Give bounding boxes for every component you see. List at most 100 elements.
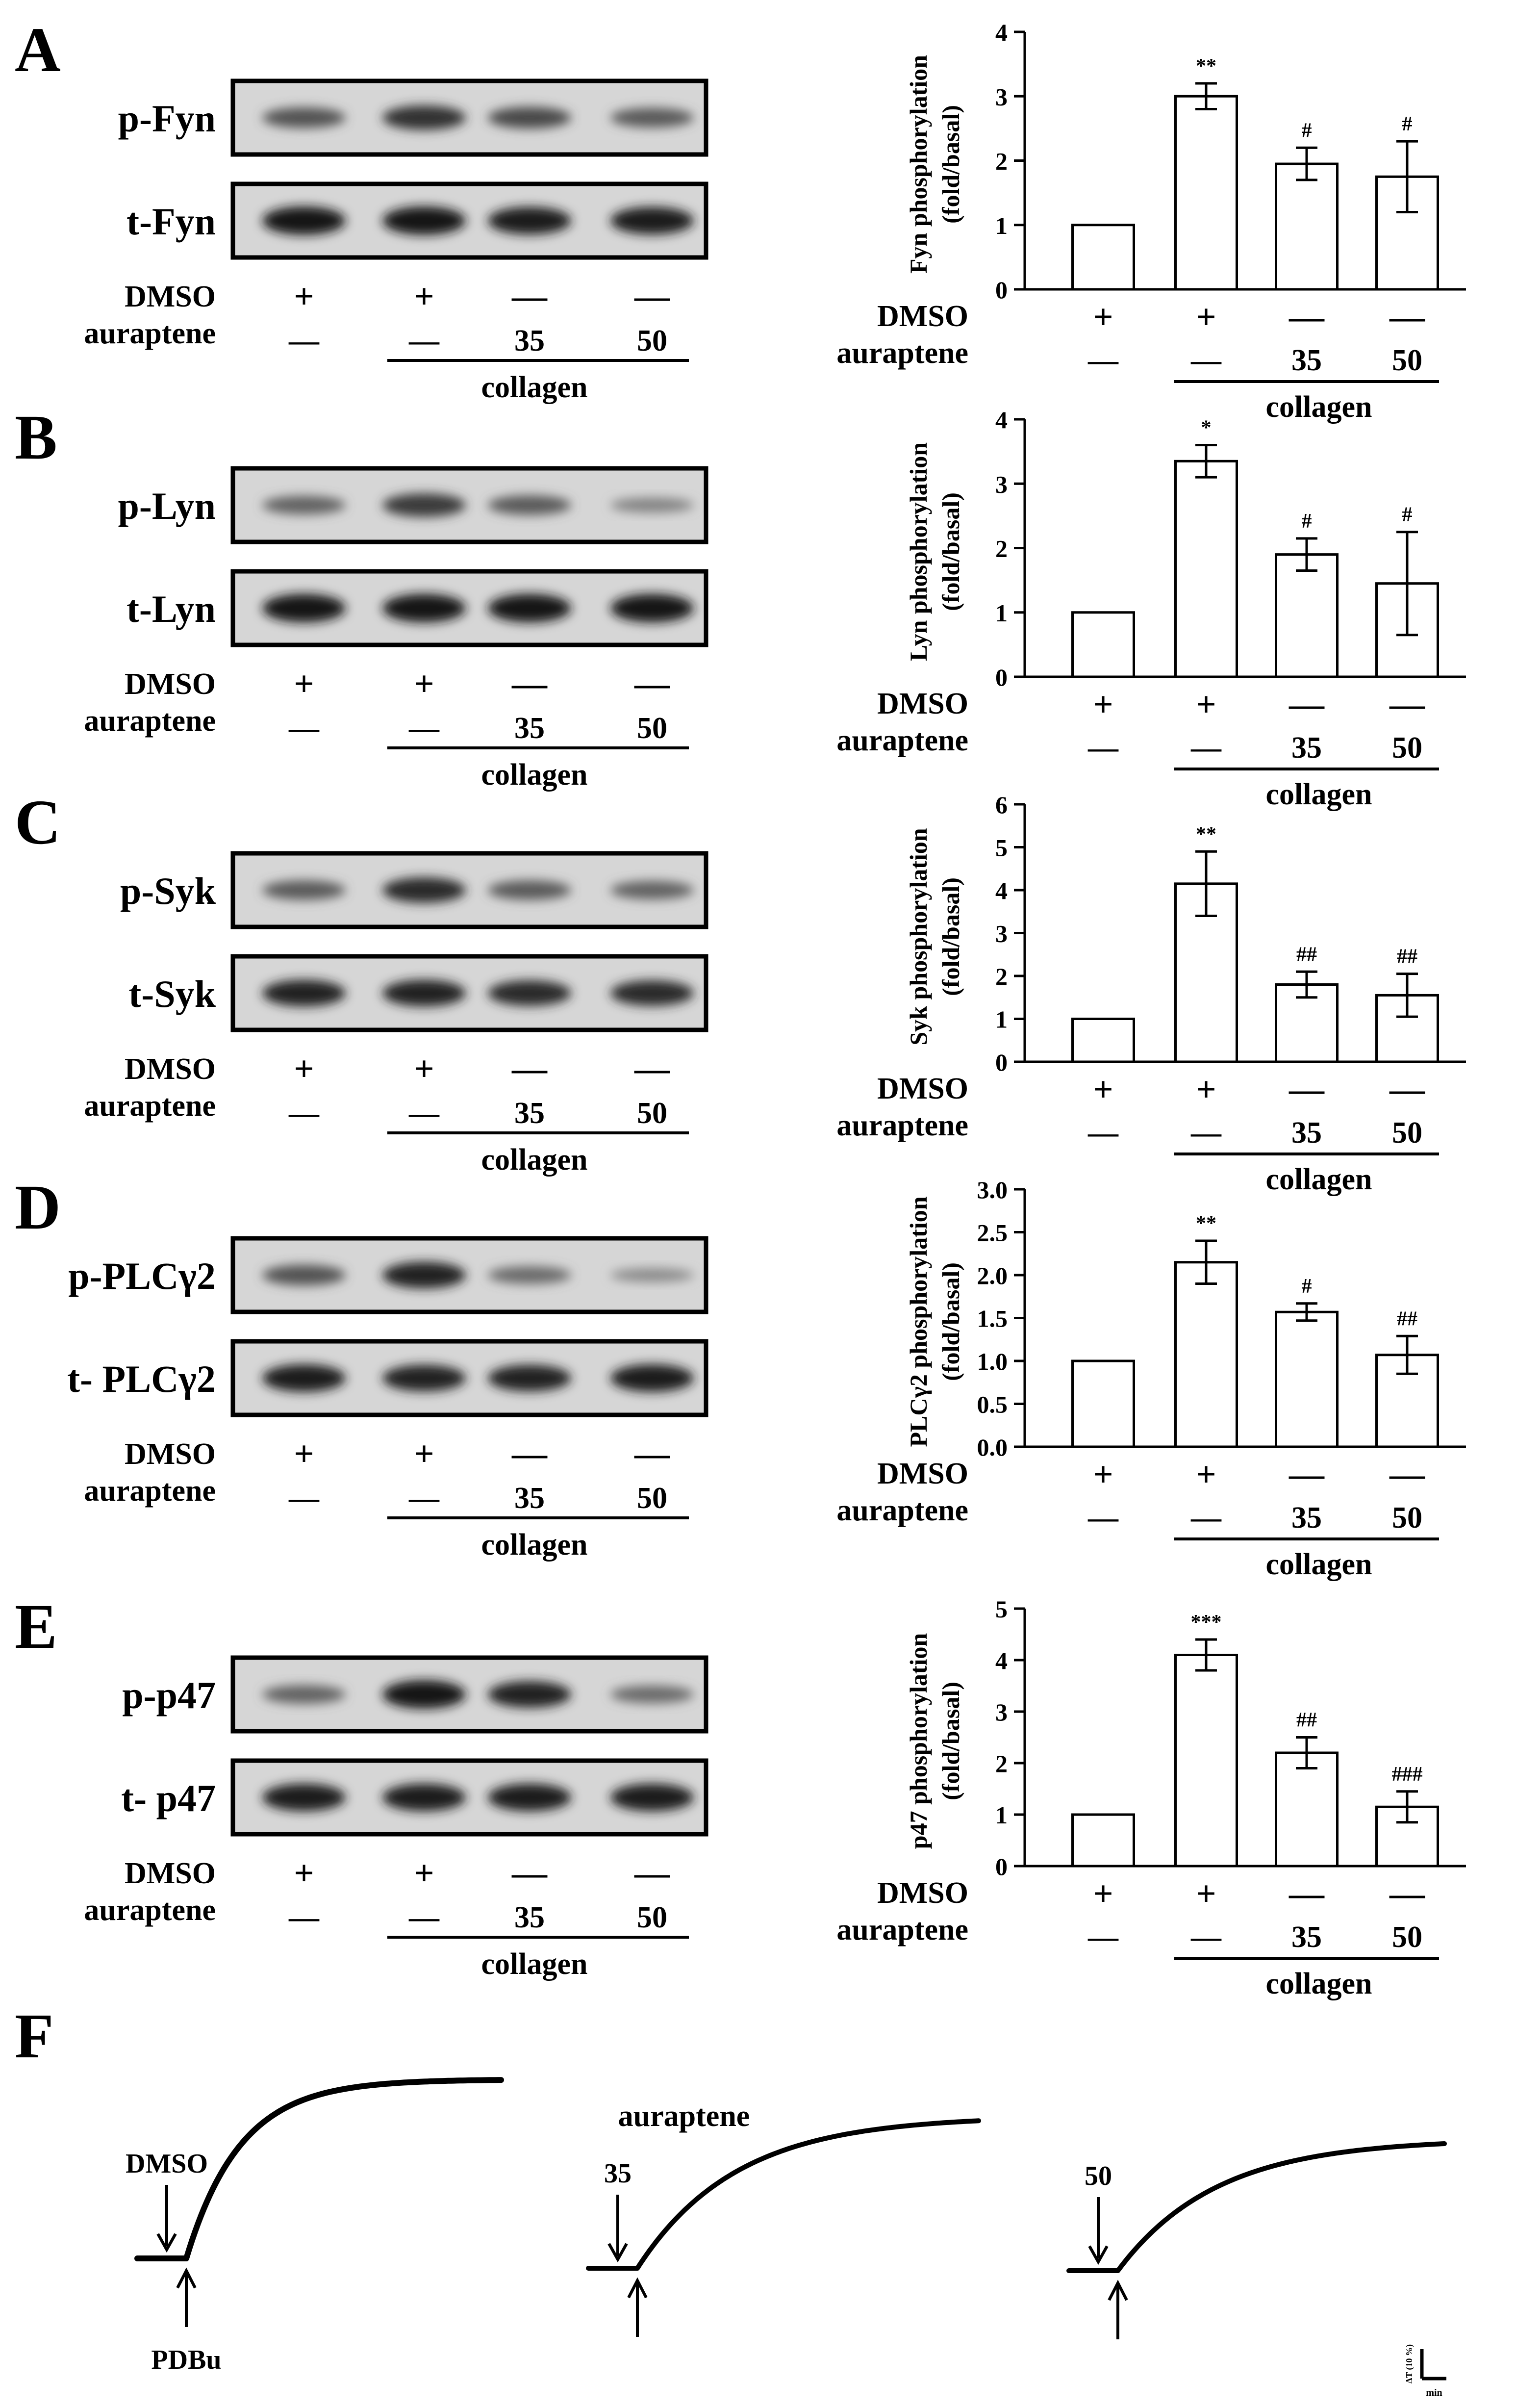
blot-band xyxy=(488,594,571,622)
dmso-mark: + xyxy=(294,1049,314,1088)
dmso-mark: — xyxy=(511,1049,548,1088)
blot-band xyxy=(610,980,694,1006)
significance-mark: ### xyxy=(1392,1763,1423,1786)
chart-auraptene-mark: — xyxy=(1190,1501,1222,1535)
bar xyxy=(1174,1654,1238,1868)
row-label-auraptene: auraptene xyxy=(84,1474,216,1508)
chart-dmso-mark: — xyxy=(1289,1874,1325,1913)
significance-mark: * xyxy=(1201,417,1212,439)
blot-band xyxy=(382,493,466,517)
y-tick-label: 2 xyxy=(995,535,1008,563)
y-axis-label: Lyn phosphorylation (fold/basal) xyxy=(905,442,964,661)
stimulus-arrowhead-icon xyxy=(1108,2280,1128,2301)
auraptene-mark: 50 xyxy=(637,1482,667,1515)
blot-band xyxy=(262,1364,346,1392)
row-label-auraptene: auraptene xyxy=(84,1089,216,1123)
row-label-dmso: DMSO xyxy=(125,1052,216,1086)
auraptene-mark: 35 xyxy=(514,1901,545,1934)
auraptene-mark: 50 xyxy=(637,1901,667,1934)
row-label-dmso: DMSO xyxy=(125,1437,216,1471)
y-tick-label: 4 xyxy=(995,877,1008,904)
chart-collagen-label: collagen xyxy=(1266,390,1372,424)
significance-mark: # xyxy=(1402,504,1413,526)
chart-auraptene-mark: — xyxy=(1087,1921,1119,1954)
chart-row-label-dmso: DMSO xyxy=(877,1876,968,1910)
y-axis-label-line: Lyn phosphorylation xyxy=(905,442,932,661)
chart-auraptene-mark: 50 xyxy=(1392,1501,1422,1535)
significance-mark: # xyxy=(1302,119,1312,142)
chart-row-label-dmso: DMSO xyxy=(877,1072,968,1105)
phospho-blot xyxy=(230,1655,708,1734)
blot-frame xyxy=(230,1655,708,1734)
y-tick-label: 0 xyxy=(995,1049,1008,1076)
dmso-mark: — xyxy=(511,1853,548,1893)
blot-band xyxy=(488,495,571,515)
y-axis-label: Fyn phosphorylation (fold/basal) xyxy=(905,55,964,274)
auraptene-mark: 35 xyxy=(514,1482,545,1515)
chart-auraptene-mark: 50 xyxy=(1392,731,1422,765)
chart-dmso-mark: + xyxy=(1196,685,1216,724)
chart-auraptene-mark: 50 xyxy=(1392,344,1422,377)
y-axis-label-line: (fold/basal) xyxy=(937,492,964,611)
dmso-mark: — xyxy=(511,664,548,703)
chart-row-label-auraptene: auraptene xyxy=(836,1494,968,1527)
blot-band xyxy=(382,1784,466,1811)
chart-collagen-label: collagen xyxy=(1266,1163,1372,1196)
y-tick-label: 0.0 xyxy=(977,1434,1008,1461)
chart-auraptene-mark: 35 xyxy=(1291,1921,1322,1954)
dmso-mark: — xyxy=(634,1049,670,1088)
significance-mark: # xyxy=(1402,113,1413,135)
aggregation-trace: 50 xyxy=(1066,2141,1447,2339)
blot-frame xyxy=(230,1339,708,1417)
panel-letter-F: F xyxy=(15,2001,53,2072)
dmso-mark: + xyxy=(414,277,434,316)
blot-band xyxy=(382,105,466,130)
blot-band xyxy=(610,1364,694,1392)
bar xyxy=(1071,224,1135,291)
significance-mark: ** xyxy=(1196,55,1216,77)
dmso-mark: + xyxy=(294,1434,314,1473)
blot-label: p-PLCγ2 xyxy=(68,1255,216,1297)
dmso-mark: — xyxy=(634,664,670,703)
chart-dmso-mark: — xyxy=(1289,1455,1325,1494)
auraptene-mark: — xyxy=(288,1482,320,1515)
bar-chart: 0 1 2 3 4 ** # # Fyn phosphorylation (fold/basal) xyxy=(905,19,1466,304)
blot-band xyxy=(488,1365,571,1391)
chart-auraptene-mark: — xyxy=(1190,731,1222,765)
chart-auraptene-mark: 35 xyxy=(1291,344,1322,377)
dmso-mark: + xyxy=(294,1853,314,1893)
bar xyxy=(1174,95,1238,291)
chart-collagen-label: collagen xyxy=(1266,1967,1372,2000)
blot-band xyxy=(488,880,571,900)
blot-band xyxy=(382,206,466,235)
y-axis-label-line: Syk phosphorylation xyxy=(905,828,932,1045)
y-tick-label: 2 xyxy=(995,148,1008,175)
y-tick-label: 3 xyxy=(995,83,1008,110)
auraptene-mark: — xyxy=(408,324,440,358)
stimulus-label: PDBu xyxy=(151,2345,221,2375)
y-axis-label: PLCγ2 phosphorylation (fold/basal) xyxy=(905,1196,964,1447)
chart-auraptene-mark: — xyxy=(1190,1116,1222,1150)
chart-dmso-mark: + xyxy=(1093,1070,1113,1109)
row-label-dmso: DMSO xyxy=(125,667,216,701)
stimulus-arrowhead-icon xyxy=(176,2267,197,2289)
treatment-header: auraptene xyxy=(618,2100,750,2133)
chart-row-label-dmso: DMSO xyxy=(877,687,968,720)
collagen-label: collagen xyxy=(481,1143,588,1177)
blot-frame xyxy=(230,1758,708,1837)
row-label-auraptene: auraptene xyxy=(84,704,216,738)
blot-band xyxy=(488,980,571,1006)
auraptene-mark: 50 xyxy=(637,1097,667,1130)
row-label-dmso: DMSO xyxy=(125,280,216,313)
blot-band xyxy=(610,1686,694,1703)
dmso-mark: + xyxy=(294,664,314,703)
y-tick-label: 1.0 xyxy=(977,1348,1008,1375)
panel-letter-B: B xyxy=(15,402,57,473)
trace-line xyxy=(586,2118,981,2271)
row-label-auraptene: auraptene xyxy=(84,317,216,350)
chart-dmso-mark: — xyxy=(1289,1070,1325,1109)
treatment-arrowhead-icon xyxy=(607,2243,628,2263)
bar xyxy=(1275,162,1339,291)
chart-auraptene-mark: 50 xyxy=(1392,1116,1422,1150)
